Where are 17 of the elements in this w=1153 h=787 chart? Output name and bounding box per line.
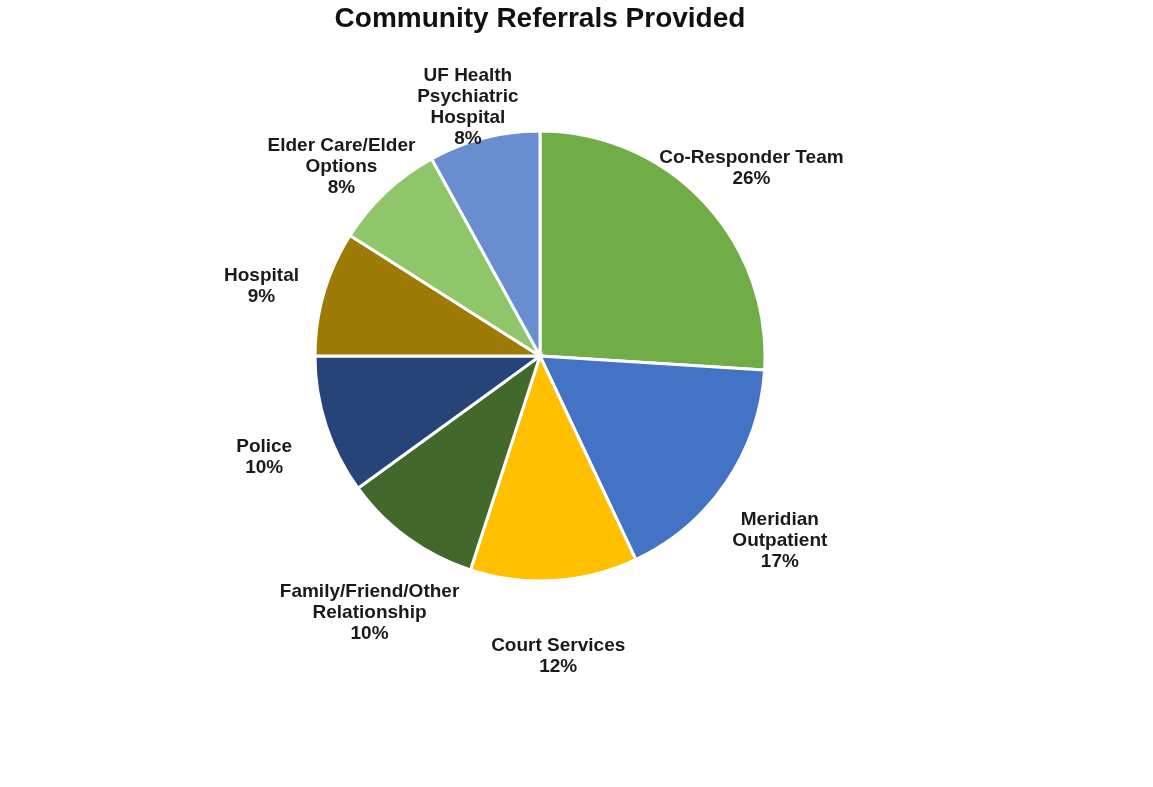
chart-title: Community Referrals Provided bbox=[334, 2, 746, 33]
data-label: 12% bbox=[539, 655, 578, 677]
slice-label: Hospital bbox=[224, 264, 299, 286]
slice-label: Family/Friend/Other Relationship bbox=[279, 579, 460, 622]
data-label: 17% bbox=[760, 550, 799, 571]
data-label: 10% bbox=[350, 621, 389, 643]
data-label: 8% bbox=[454, 127, 482, 149]
slice-label: Court Services bbox=[491, 634, 626, 656]
data-label: 10% bbox=[245, 455, 284, 477]
data-label: 9% bbox=[247, 285, 276, 307]
slice-label: Police bbox=[236, 434, 293, 456]
data-label: 8% bbox=[327, 175, 356, 197]
slice-label: UF Health Psychiatric Hospital bbox=[417, 64, 519, 128]
data-label: 26% bbox=[732, 167, 771, 189]
slice-label: Elder Care/Elder Options bbox=[267, 133, 417, 176]
slice-label: Meridian Outpatient bbox=[732, 508, 829, 550]
slice-label: Co-Responder Team bbox=[659, 146, 844, 168]
